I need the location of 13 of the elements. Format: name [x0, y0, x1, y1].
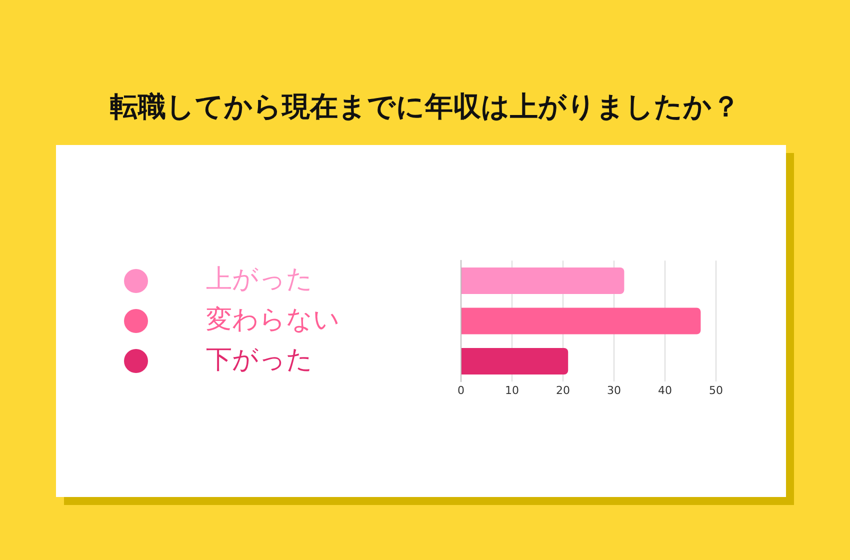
y-tick-label: 上がった	[206, 264, 313, 294]
chart-title: 転職してから現在までに年収は上がりましたか？	[109, 89, 741, 125]
bar	[462, 348, 568, 375]
bar	[462, 308, 701, 334]
x-tick-label: 50	[709, 384, 723, 397]
bar	[462, 267, 624, 294]
x-tick-label: 0	[458, 384, 464, 397]
x-tick-label: 40	[658, 384, 672, 397]
y-tick-label: 変わらない	[206, 304, 340, 335]
x-tick-label: 20	[556, 384, 570, 397]
x-tick-label: 10	[505, 384, 519, 397]
y-tick-label: 下がった	[206, 345, 313, 376]
x-tick-label: 30	[607, 384, 621, 397]
